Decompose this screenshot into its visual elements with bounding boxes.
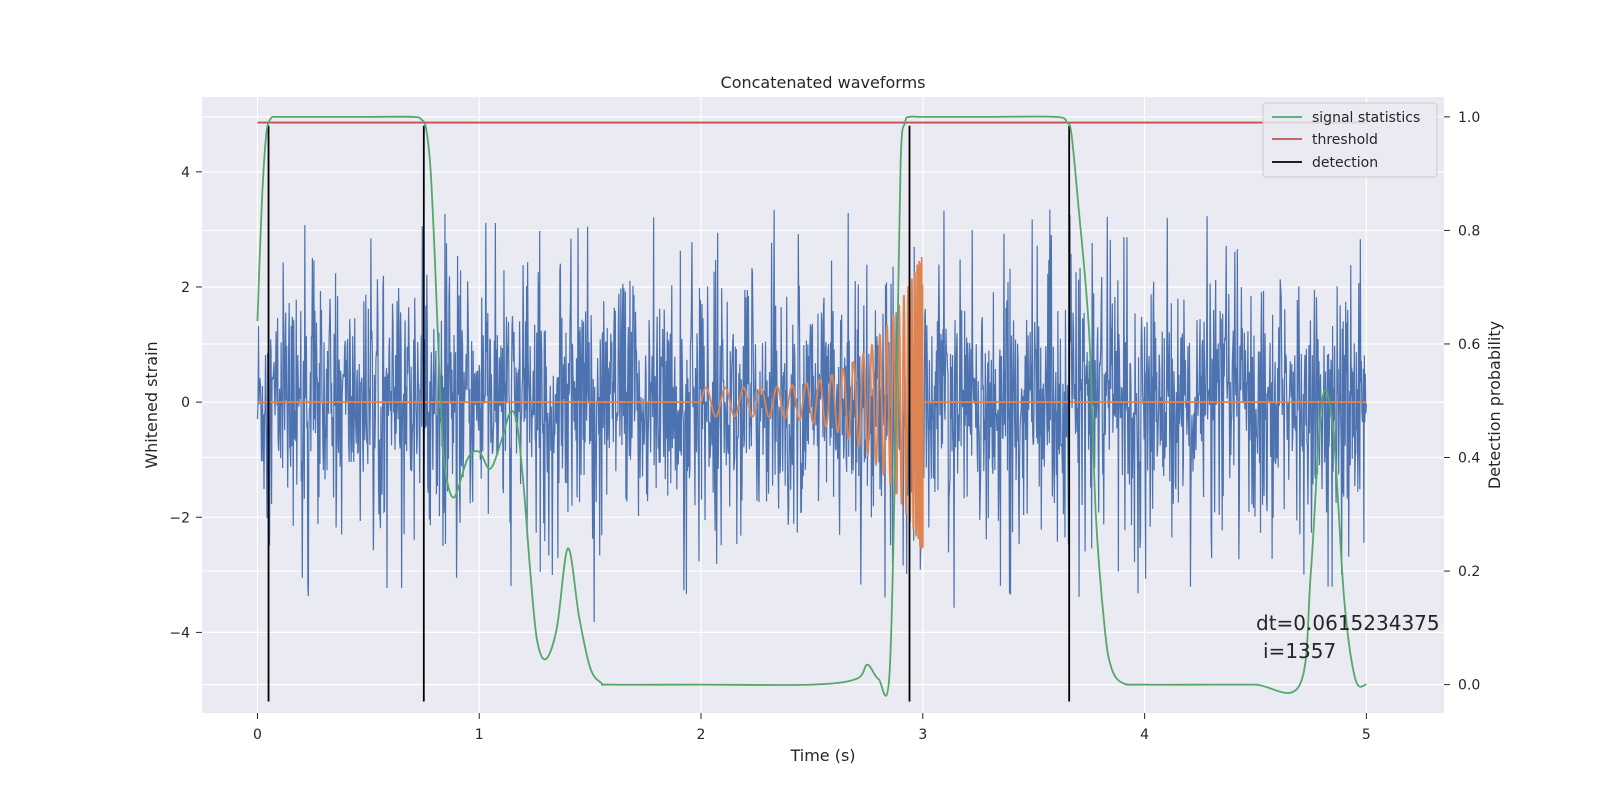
y-right-tick-label: 0.0 bbox=[1458, 678, 1480, 694]
strain-series-line bbox=[256, 209, 1367, 623]
annotation-i: i=1357 bbox=[1263, 639, 1336, 663]
y-tick-label: 4 bbox=[181, 165, 190, 181]
y-right-tick-label: 0.8 bbox=[1458, 223, 1480, 239]
x-tick-label: 1 bbox=[475, 727, 484, 743]
y-right-tick-label: 0.4 bbox=[1458, 451, 1480, 467]
left-ticks: −4 −2 0 2 4 bbox=[169, 165, 202, 641]
y-axis-label-right: Detection probability bbox=[1485, 321, 1504, 489]
y-axis-label-left: Whitened strain bbox=[142, 341, 161, 468]
chart-title: Concatenated waveforms bbox=[721, 73, 926, 92]
x-tick-label: 5 bbox=[1362, 727, 1371, 743]
series-layer bbox=[256, 115, 1367, 702]
x-axis-label: Time (s) bbox=[789, 746, 855, 765]
x-tick-label: 0 bbox=[253, 727, 262, 743]
legend-box bbox=[1262, 102, 1438, 178]
legend-label-detection: detection bbox=[1312, 155, 1378, 171]
legend-label-threshold: threshold bbox=[1312, 132, 1378, 148]
annotation-dt: dt=0.0615234375 bbox=[1256, 611, 1440, 635]
y-tick-label: 2 bbox=[181, 280, 190, 296]
right-ticks: 0.0 0.2 0.4 0.6 0.8 1.0 bbox=[1444, 110, 1480, 694]
y-right-tick-label: 0.2 bbox=[1458, 564, 1480, 580]
y-tick-label: −2 bbox=[169, 510, 190, 526]
template-series-line bbox=[257, 256, 1367, 550]
x-ticks: 0 1 2 3 4 5 bbox=[253, 713, 1371, 743]
y-tick-label: −4 bbox=[169, 625, 190, 641]
x-tick-label: 2 bbox=[697, 727, 706, 743]
legend-label-signal-statistics: signal statistics bbox=[1312, 110, 1420, 126]
y-right-tick-label: 1.0 bbox=[1458, 110, 1480, 126]
x-tick-label: 3 bbox=[918, 727, 927, 743]
signal-statistics-line bbox=[256, 115, 1367, 697]
legend: signal statistics threshold detection bbox=[1262, 102, 1438, 178]
y-tick-label: 0 bbox=[181, 395, 190, 411]
y-right-tick-label: 0.6 bbox=[1458, 337, 1480, 353]
x-tick-label: 4 bbox=[1140, 727, 1149, 743]
